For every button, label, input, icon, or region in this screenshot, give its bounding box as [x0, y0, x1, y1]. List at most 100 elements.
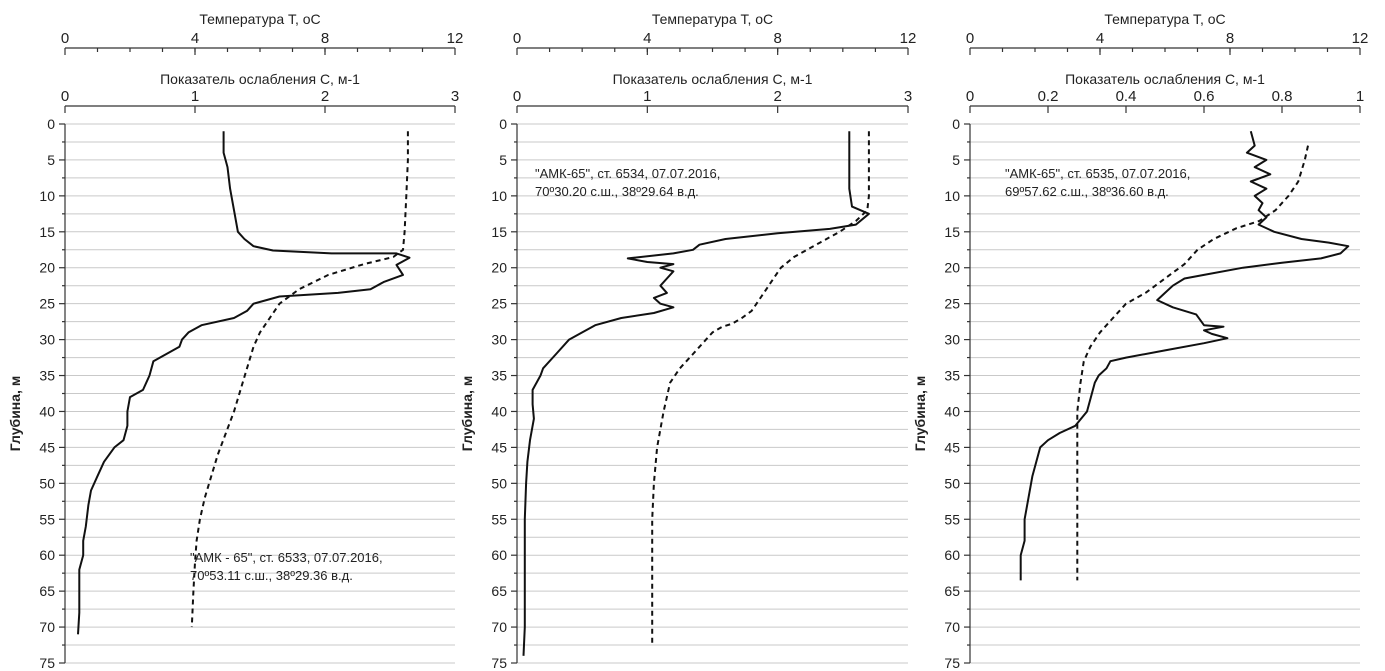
temperature-tick-label: 0	[61, 30, 69, 47]
depth-tick-label: 20	[39, 260, 55, 276]
depth-tick-label: 10	[39, 188, 55, 204]
attenuation-tick-label: 0	[61, 88, 69, 105]
temperature-tick-label: 8	[773, 30, 781, 47]
attenuation-axis-title: Показатель ослабления C, м-1	[613, 71, 813, 87]
station-annotation-line: 70º30.20 с.ш., 38º29.64 в.д.	[535, 184, 699, 199]
attenuation-tick-label: 0	[966, 88, 974, 105]
depth-tick-label: 50	[944, 475, 960, 491]
depth-tick-label: 35	[944, 368, 960, 384]
attenuation-profile-line	[1019, 130, 1350, 581]
attenuation-tick-label: 3	[451, 88, 459, 105]
depth-tick-label: 40	[491, 403, 507, 419]
temperature-profile-line	[1076, 145, 1309, 581]
depth-tick-label: 75	[944, 655, 960, 671]
attenuation-axis-title: Показатель ослабления C, м-1	[1065, 71, 1265, 87]
depth-tick-label: 70	[39, 619, 55, 635]
depth-tick-label: 65	[491, 583, 507, 599]
station-annotation-line: "АМК - 65", ст. 6533, 07.07.2016,	[190, 550, 383, 565]
depth-tick-label: 35	[491, 368, 507, 384]
temperature-tick-label: 4	[1096, 30, 1104, 47]
depth-tick-label: 40	[39, 403, 55, 419]
temperature-tick-label: 0	[513, 30, 521, 47]
station-annotation-line: 69º57.62 с.ш., 38º36.60 в.д.	[1005, 184, 1169, 199]
attenuation-tick-label: 0.8	[1272, 88, 1293, 105]
depth-tick-label: 25	[39, 296, 55, 312]
depth-tick-label: 5	[499, 152, 507, 168]
depth-tick-label: 75	[491, 655, 507, 671]
attenuation-tick-label: 0.2	[1038, 88, 1059, 105]
temperature-tick-label: 8	[1226, 30, 1234, 47]
depth-tick-label: 0	[499, 116, 507, 132]
depth-tick-label: 60	[39, 547, 55, 563]
depth-tick-label: 65	[944, 583, 960, 599]
temperature-tick-label: 0	[966, 30, 974, 47]
depth-tick-label: 25	[491, 296, 507, 312]
station-annotation-line: "АМК-65", ст. 6535, 07.07.2016,	[1005, 166, 1190, 181]
attenuation-profile-line	[77, 131, 411, 635]
attenuation-tick-label: 2	[321, 88, 329, 105]
depth-tick-label: 15	[944, 224, 960, 240]
depth-tick-label: 40	[944, 403, 960, 419]
depth-tick-label: 0	[47, 116, 55, 132]
attenuation-tick-label: 1	[1356, 88, 1364, 105]
depth-tick-label: 55	[39, 511, 55, 527]
depth-tick-label: 65	[39, 583, 55, 599]
depth-tick-label: 20	[491, 260, 507, 276]
depth-tick-label: 15	[39, 224, 55, 240]
station-annotation-line: "АМК-65", ст. 6534, 07.07.2016,	[535, 166, 720, 181]
temperature-tick-label: 12	[900, 30, 917, 47]
depth-tick-label: 15	[491, 224, 507, 240]
depth-tick-label: 60	[944, 547, 960, 563]
temperature-profile-line	[190, 131, 409, 628]
attenuation-tick-label: 0.4	[1116, 88, 1137, 105]
attenuation-profile-line	[522, 131, 870, 656]
depth-tick-label: 30	[944, 332, 960, 348]
attenuation-tick-label: 3	[904, 88, 912, 105]
temperature-axis-title: Температура T, оC	[652, 11, 773, 27]
attenuation-tick-label: 1	[191, 88, 199, 105]
depth-tick-label: 0	[952, 116, 960, 132]
depth-axis-title: Глубина, м	[7, 376, 23, 451]
depth-tick-label: 35	[39, 368, 55, 384]
depth-tick-label: 50	[39, 475, 55, 491]
depth-tick-label: 70	[491, 619, 507, 635]
temperature-axis-title: Температура T, оC	[1104, 11, 1225, 27]
attenuation-axis-title: Показатель ослабления C, м-1	[160, 71, 360, 87]
depth-tick-label: 45	[39, 439, 55, 455]
temperature-tick-label: 8	[321, 30, 329, 47]
temperature-profile-line	[651, 131, 870, 645]
depth-tick-label: 30	[39, 332, 55, 348]
depth-tick-label: 5	[952, 152, 960, 168]
temperature-tick-label: 12	[447, 30, 464, 47]
depth-tick-label: 75	[39, 655, 55, 671]
depth-tick-label: 20	[944, 260, 960, 276]
depth-tick-label: 45	[491, 439, 507, 455]
attenuation-tick-label: 0.6	[1194, 88, 1215, 105]
depth-tick-label: 30	[491, 332, 507, 348]
depth-tick-label: 25	[944, 296, 960, 312]
attenuation-tick-label: 2	[773, 88, 781, 105]
attenuation-tick-label: 1	[643, 88, 651, 105]
depth-tick-label: 10	[491, 188, 507, 204]
depth-tick-label: 10	[944, 188, 960, 204]
depth-tick-label: 60	[491, 547, 507, 563]
depth-tick-label: 55	[491, 511, 507, 527]
temperature-tick-label: 4	[191, 30, 199, 47]
depth-tick-label: 50	[491, 475, 507, 491]
temperature-tick-label: 12	[1352, 30, 1369, 47]
station-annotation-line: 70º53.11 с.ш., 38º29.36 в.д.	[190, 568, 353, 583]
depth-tick-label: 70	[944, 619, 960, 635]
attenuation-tick-label: 0	[513, 88, 521, 105]
temperature-axis-title: Температура T, оC	[199, 11, 320, 27]
depth-tick-label: 45	[944, 439, 960, 455]
depth-axis-title: Глубина, м	[912, 376, 928, 451]
depth-axis-title: Глубина, м	[459, 376, 475, 451]
temperature-tick-label: 4	[643, 30, 651, 47]
depth-tick-label: 55	[944, 511, 960, 527]
depth-tick-label: 5	[47, 152, 55, 168]
